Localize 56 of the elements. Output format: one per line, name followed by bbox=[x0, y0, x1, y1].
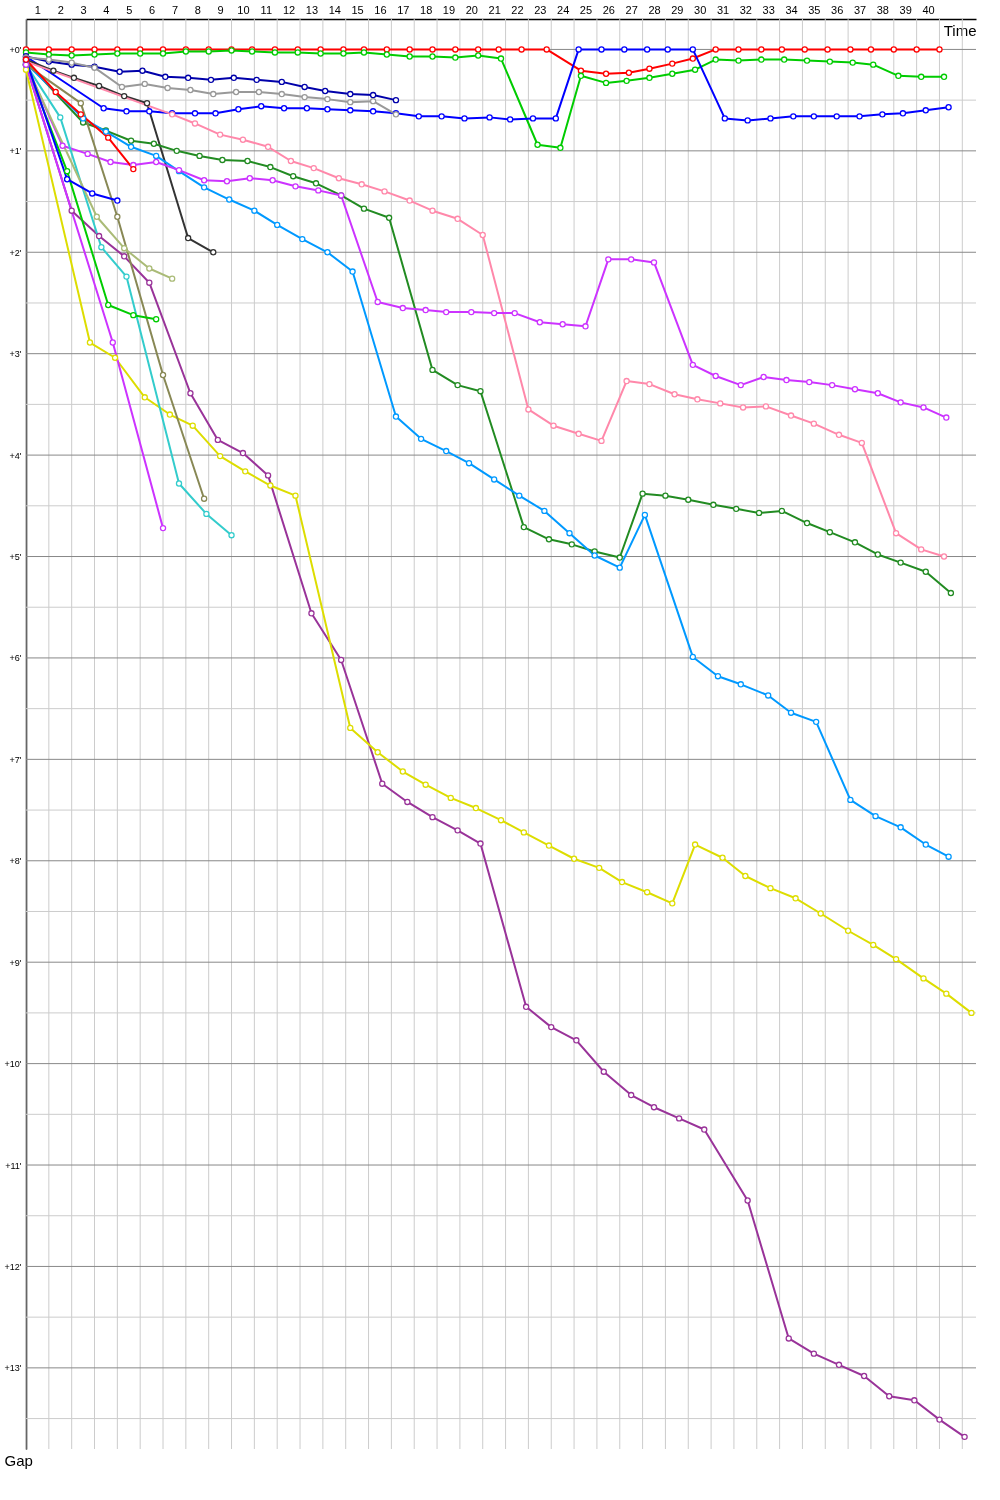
x-tick-label: 10 bbox=[237, 3, 250, 16]
x-tick-label: 30 bbox=[694, 3, 707, 16]
x-tick-label: 31 bbox=[716, 3, 730, 16]
x-tick-label: 26 bbox=[602, 3, 615, 16]
y-tick-label: +4' bbox=[9, 450, 22, 461]
x-tick-label: 8 bbox=[194, 3, 201, 16]
x-tick-label: 5 bbox=[126, 3, 133, 16]
y-tick-label: +6' bbox=[9, 653, 22, 664]
x-tick-label: 37 bbox=[853, 3, 867, 16]
x-tick-label: 21 bbox=[488, 3, 501, 16]
x-tick-label: 15 bbox=[351, 3, 364, 16]
x-tick-label: 33 bbox=[762, 3, 775, 16]
y-axis-title: Gap bbox=[4, 1451, 33, 1469]
x-tick-label: 13 bbox=[305, 3, 319, 16]
x-tick-label: 7 bbox=[171, 3, 178, 16]
x-tick-label: 9 bbox=[217, 3, 224, 16]
x-tick-label: 14 bbox=[328, 3, 341, 16]
x-tick-label: 39 bbox=[899, 3, 912, 16]
y-tick-label: +9' bbox=[9, 957, 22, 968]
x-tick-label: 17 bbox=[397, 3, 410, 16]
x-tick-label: 1 bbox=[34, 3, 41, 16]
x-tick-label: 35 bbox=[808, 3, 821, 16]
x-tick-label: 11 bbox=[260, 3, 272, 16]
x-tick-label: 22 bbox=[511, 3, 524, 16]
y-tick-label: +3' bbox=[9, 349, 22, 360]
x-tick-label: 6 bbox=[149, 3, 156, 16]
x-tick-label: 23 bbox=[534, 3, 547, 16]
x-tick-label: 40 bbox=[922, 3, 935, 16]
y-tick-label: +8' bbox=[9, 856, 22, 867]
y-tick-label: +10' bbox=[4, 1059, 22, 1070]
y-tick-label: +0' bbox=[9, 44, 22, 55]
x-tick-label: 24 bbox=[557, 3, 570, 16]
x-tick-label: 12 bbox=[283, 3, 296, 16]
x-tick-label: 19 bbox=[442, 3, 456, 16]
y-tick-label: +12' bbox=[4, 1261, 22, 1272]
x-tick-label: 4 bbox=[103, 3, 110, 16]
y-tick-label: +2' bbox=[9, 247, 22, 258]
x-tick-label: 20 bbox=[465, 3, 478, 16]
x-tick-label: 18 bbox=[420, 3, 433, 16]
y-tick-label: +7' bbox=[9, 754, 22, 765]
x-tick-label: 38 bbox=[876, 3, 889, 16]
y-tick-label: +13' bbox=[4, 1363, 22, 1374]
x-tick-label: 36 bbox=[831, 3, 844, 16]
x-tick-label: 27 bbox=[625, 3, 638, 16]
x-tick-label: 3 bbox=[80, 3, 87, 16]
x-tick-label: 16 bbox=[374, 3, 387, 16]
x-tick-label: 25 bbox=[579, 3, 593, 16]
x-tick-label: 2 bbox=[57, 3, 64, 16]
y-tick-label: +5' bbox=[9, 552, 22, 563]
x-tick-label: 29 bbox=[671, 3, 684, 16]
x-tick-label: 32 bbox=[739, 3, 752, 16]
x-tick-label: 34 bbox=[785, 3, 798, 16]
x-axis-title: Time bbox=[943, 21, 977, 39]
y-tick-label: +1' bbox=[9, 146, 22, 157]
y-tick-label: +11' bbox=[5, 1160, 22, 1171]
x-tick-label: 28 bbox=[648, 3, 661, 16]
